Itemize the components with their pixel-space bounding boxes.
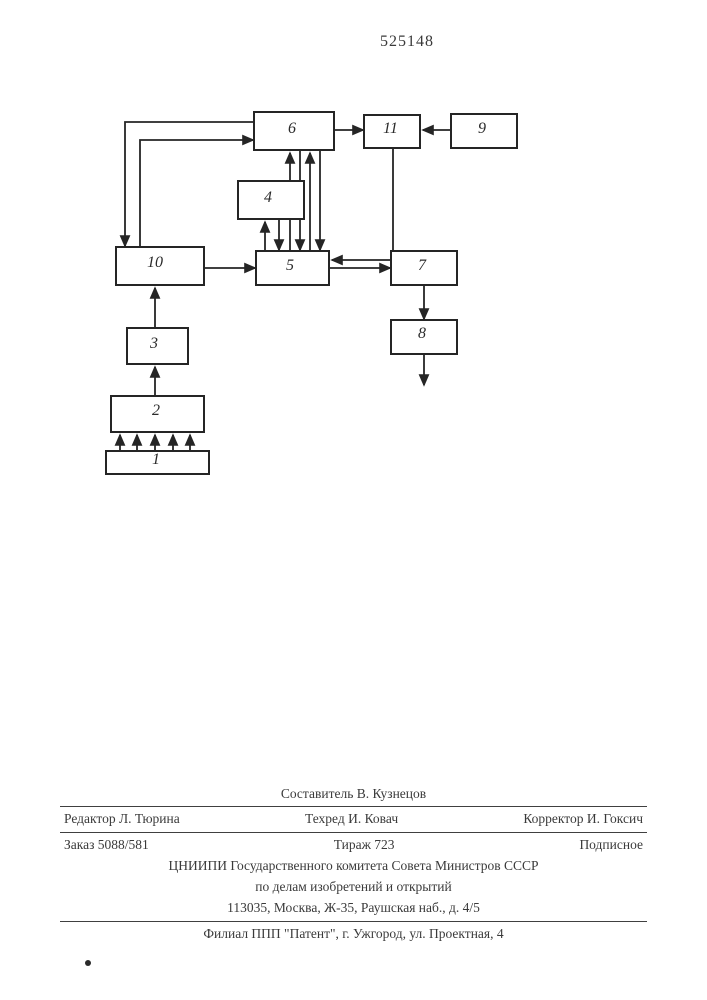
footer-rule-1 — [60, 806, 647, 807]
block-9-label: 9 — [478, 120, 486, 138]
block-2-label: 2 — [152, 402, 160, 420]
block-diagram: 1 2 3 10 4 5 6 11 9 7 8 — [95, 50, 635, 470]
footer-rule-3 — [60, 921, 647, 922]
patent-number: 525148 — [380, 33, 434, 51]
footer-address-2: Филиал ППП "Патент", г. Ужгород, ул. Про… — [60, 924, 647, 945]
block-6-label: 6 — [288, 120, 296, 138]
footer-corrector: Корректор И. Гоксич — [523, 809, 643, 830]
block-4-label: 4 — [264, 189, 272, 207]
block-11-label: 11 — [383, 120, 398, 138]
block-8-label: 8 — [418, 325, 426, 343]
footer-address-1: 113035, Москва, Ж-35, Раушская наб., д. … — [60, 898, 647, 919]
block-1-label: 1 — [152, 451, 160, 469]
footer-org-1: ЦНИИПИ Государственного комитета Совета … — [60, 856, 647, 877]
block-7-label: 7 — [418, 257, 426, 275]
page-dot — [85, 960, 91, 966]
block-10-label: 10 — [147, 254, 163, 272]
block-5-label: 5 — [286, 257, 294, 275]
footer-rule-2 — [60, 832, 647, 833]
footer-credits-row: Редактор Л. Тюрина Техред И. Ковач Корре… — [60, 809, 647, 830]
footer-editor: Редактор Л. Тюрина — [64, 809, 180, 830]
block-3-label: 3 — [150, 335, 158, 353]
footer-colophon: Составитель В. Кузнецов Редактор Л. Тюри… — [60, 784, 647, 945]
footer-order-row: Заказ 5088/581 Тираж 723 Подписное — [60, 835, 647, 856]
footer-subscription: Подписное — [579, 835, 643, 856]
footer-print-run: Тираж 723 — [334, 835, 395, 856]
page: 525148 — [0, 0, 707, 1000]
footer-org-2: по делам изобретений и открытий — [60, 877, 647, 898]
footer-techred: Техред И. Ковач — [305, 809, 398, 830]
footer-compiler: Составитель В. Кузнецов — [60, 784, 647, 805]
footer-order: Заказ 5088/581 — [64, 835, 149, 856]
